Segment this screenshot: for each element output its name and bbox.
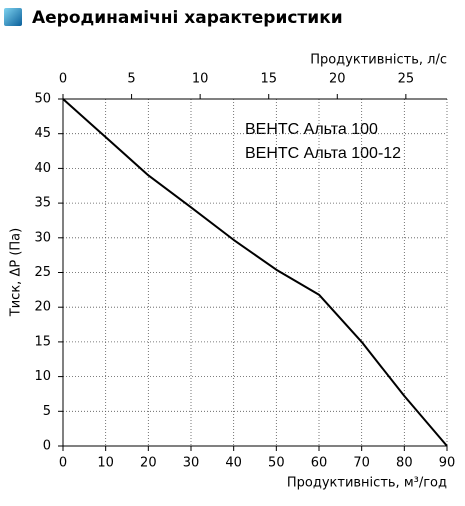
y-tick-label: 30 bbox=[34, 230, 51, 245]
y-tick-label: 45 bbox=[34, 126, 51, 141]
y-tick-label: 20 bbox=[34, 300, 51, 315]
y-axis-label: Тиск, ΔP (Па) bbox=[9, 228, 24, 317]
annotation: ВЕНТС Альта 100 bbox=[245, 121, 378, 138]
chart-title: Аеродинамічні характеристики bbox=[32, 8, 343, 28]
x-tick-label: 90 bbox=[439, 456, 456, 471]
y-tick-label: 35 bbox=[34, 196, 51, 211]
x2-tick-label: 15 bbox=[260, 72, 277, 87]
x-tick-label: 80 bbox=[396, 456, 413, 471]
x2-tick-label: 20 bbox=[329, 72, 346, 87]
x-tick-label: 40 bbox=[225, 456, 242, 471]
curve bbox=[62, 98, 448, 447]
y-tick-label: 10 bbox=[34, 369, 51, 384]
y-tick-label: 5 bbox=[43, 404, 51, 419]
x-tick-label: 70 bbox=[353, 456, 370, 471]
x2-axis-label: Продуктивність, л/с bbox=[310, 53, 447, 68]
x-tick-label: 10 bbox=[97, 456, 114, 471]
x2-tick-label: 5 bbox=[127, 72, 135, 87]
title-icon bbox=[4, 8, 22, 26]
x-tick-label: 50 bbox=[268, 456, 285, 471]
x2-tick-label: 10 bbox=[192, 72, 209, 87]
y-tick-label: 40 bbox=[34, 161, 51, 176]
x-tick-label: 20 bbox=[140, 456, 157, 471]
x-tick-label: 60 bbox=[311, 456, 328, 471]
x-tick-label: 0 bbox=[59, 456, 67, 471]
y-tick-label: 0 bbox=[43, 439, 51, 454]
x2-tick-label: 0 bbox=[59, 72, 67, 87]
y-tick-label: 25 bbox=[34, 265, 51, 280]
x2-tick-label: 25 bbox=[398, 72, 415, 87]
x-tick-label: 30 bbox=[183, 456, 200, 471]
y-tick-label: 15 bbox=[34, 334, 51, 349]
x-axis-label: Продуктивність, м³/год bbox=[287, 476, 447, 491]
annotation: ВЕНТС Альта 100-12 bbox=[245, 145, 401, 162]
y-tick-label: 50 bbox=[34, 92, 51, 107]
